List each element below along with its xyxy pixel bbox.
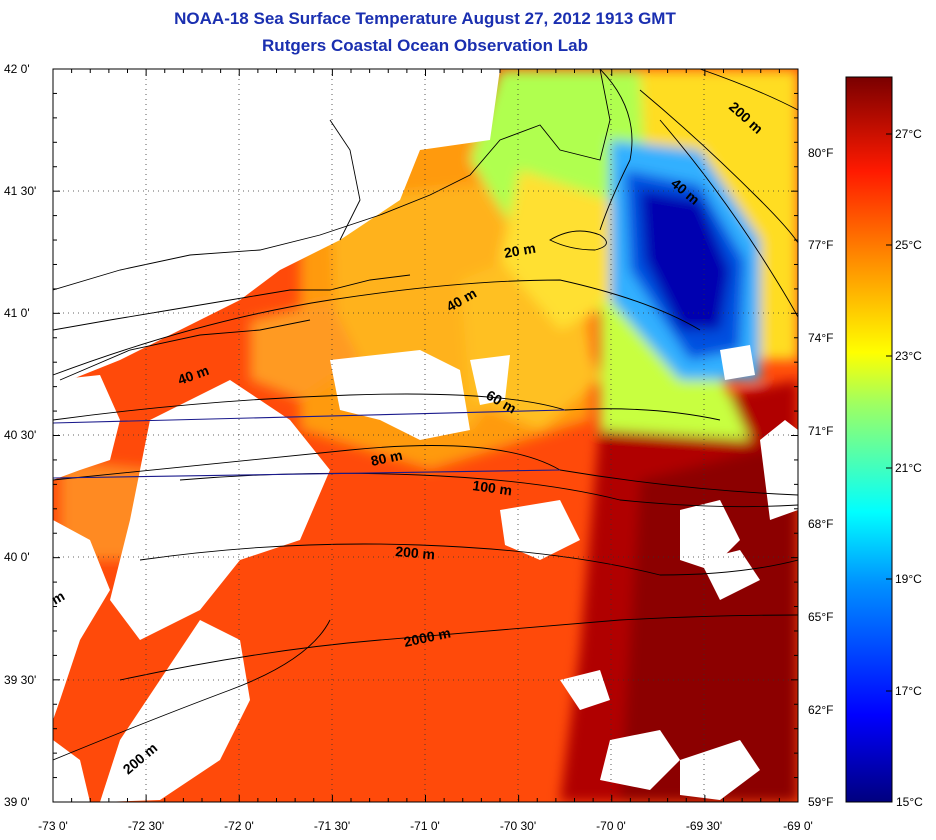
contour-label: 100 m <box>472 477 514 498</box>
celsius-label: 27°C <box>895 127 922 141</box>
fahrenheit-label: 80°F <box>808 146 833 160</box>
track-lines <box>53 409 566 479</box>
x-tick-label: -72 0' <box>224 819 254 833</box>
fahrenheit-labels: 80°F 77°F 74°F 71°F 68°F 65°F 62°F 59°F <box>808 146 833 809</box>
x-tick-label: -72 30' <box>128 819 164 833</box>
x-axis-labels: -73 0' -72 30' -72 0' -71 30' -71 0' -70… <box>38 819 813 833</box>
celsius-labels: 27°C 25°C 23°C 21°C 19°C 17°C 15°C <box>895 127 923 809</box>
celsius-label: 23°C <box>895 349 922 363</box>
celsius-label: 19°C <box>895 572 922 586</box>
contour-label: 80 m <box>369 447 404 469</box>
y-tick-label: 41 0' <box>4 306 30 320</box>
y-tick-label: 40 30' <box>4 428 36 442</box>
y-tick-label: 39 0' <box>4 795 30 809</box>
fahrenheit-label: 62°F <box>808 703 833 717</box>
contour-label: 20 m <box>503 240 537 261</box>
frame-ticks <box>52 68 799 803</box>
x-tick-label: -71 0' <box>410 819 440 833</box>
x-tick-label: -73 0' <box>38 819 68 833</box>
x-tick-label: -69 0' <box>783 819 813 833</box>
y-tick-label: 42 0' <box>4 62 30 76</box>
colorbar <box>845 76 893 803</box>
x-tick-label: -71 30' <box>314 819 350 833</box>
celsius-label: 25°C <box>895 238 922 252</box>
colorbar-ticks <box>886 133 892 692</box>
graticule-grid <box>53 69 798 802</box>
y-tick-label: 39 30' <box>4 673 36 687</box>
sst-raster <box>53 69 798 802</box>
y-tick-label: 40 0' <box>4 550 30 564</box>
fahrenheit-label: 77°F <box>808 238 833 252</box>
celsius-label: 15°C <box>896 795 923 809</box>
x-tick-label: -69 30' <box>686 819 722 833</box>
x-tick-label: -70 30' <box>500 819 536 833</box>
bathymetry-contours <box>53 69 798 761</box>
fahrenheit-label: 59°F <box>808 795 833 809</box>
fahrenheit-label: 74°F <box>808 331 833 345</box>
y-axis-labels: 42 0' 41 30' 41 0' 40 30' 40 0' 39 30' 3… <box>4 62 36 809</box>
fahrenheit-label: 68°F <box>808 517 833 531</box>
celsius-label: 21°C <box>895 461 922 475</box>
map-title: NOAA-18 Sea Surface Temperature August 2… <box>174 9 676 28</box>
contour-label: 200 m <box>395 543 436 562</box>
coastline <box>53 69 633 381</box>
fahrenheit-label: 71°F <box>808 424 833 438</box>
fahrenheit-label: 65°F <box>808 610 833 624</box>
celsius-label: 17°C <box>895 684 922 698</box>
y-tick-label: 41 30' <box>4 184 36 198</box>
x-tick-label: -70 0' <box>596 819 626 833</box>
map-subtitle: Rutgers Coastal Ocean Observation Lab <box>262 36 588 55</box>
